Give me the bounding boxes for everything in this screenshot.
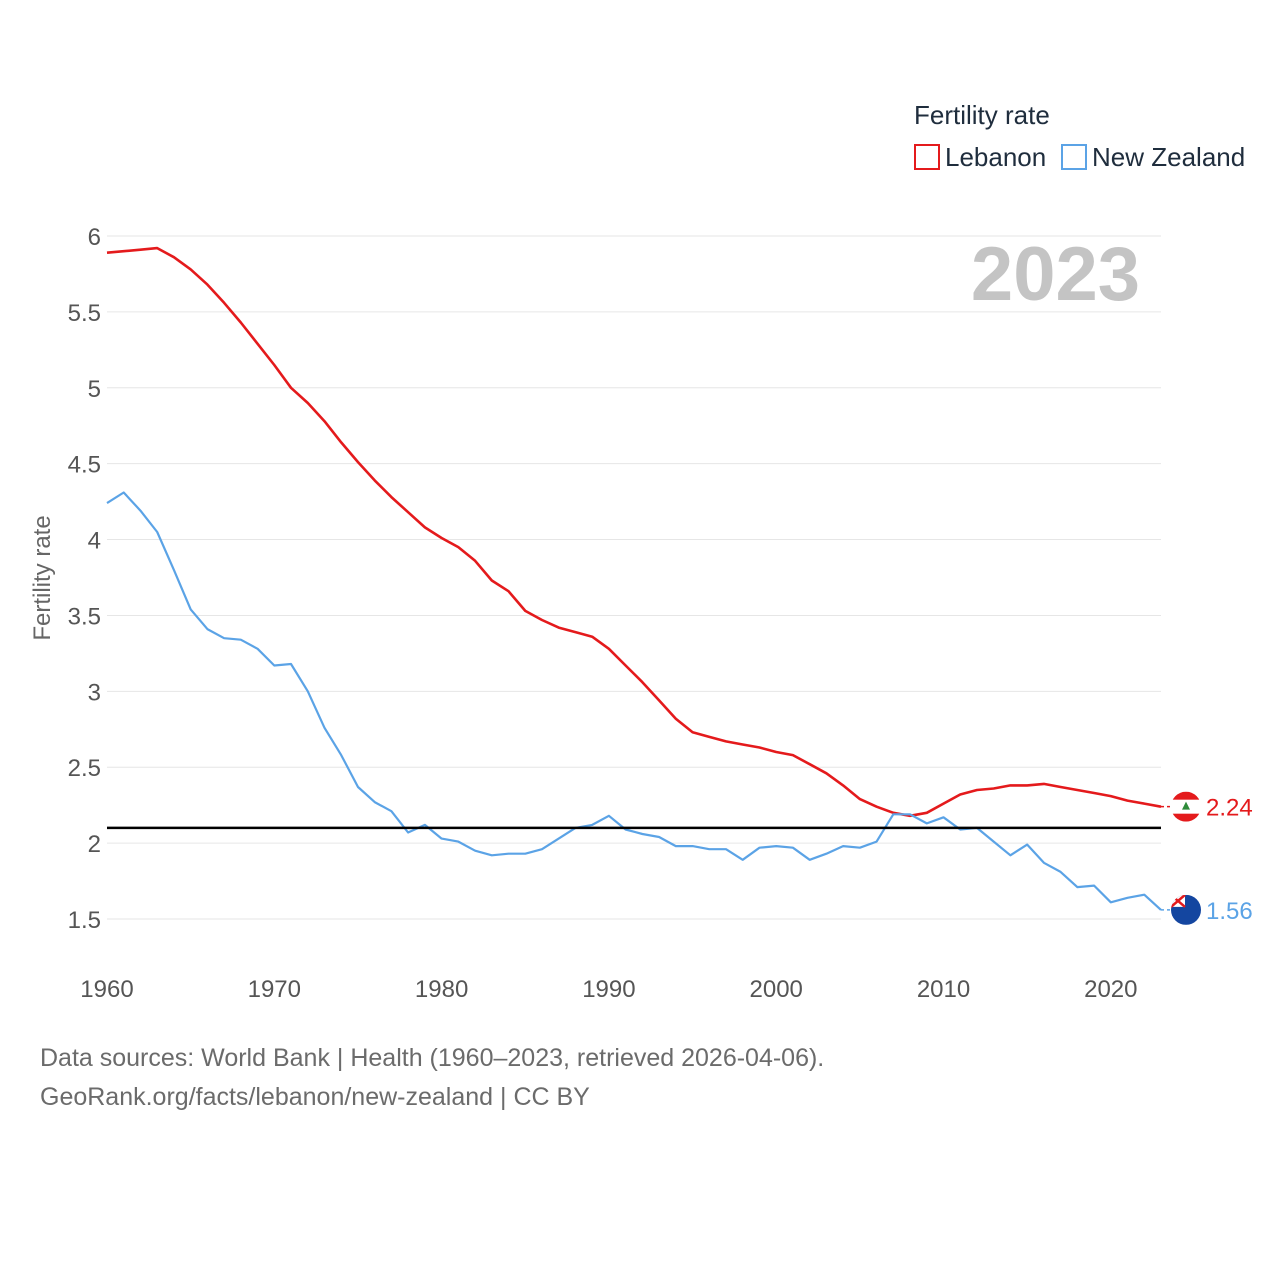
license-line: GeoRank.org/facts/lebanon/new-zealand | … [40,1083,590,1111]
x-tick-label: 2020 [1084,976,1137,1003]
source-line: Data sources: World Bank | Health (1960–… [40,1044,825,1072]
gridlines [107,235,1161,920]
lebanon-flag-icon [1171,791,1201,822]
end-value-label: 2.24 [1206,795,1253,822]
series-line-lebanon[interactable] [106,246,1162,818]
x-tick-label: 1990 [582,976,635,1003]
fertility-chart: Fertility rate Lebanon New Zealand 2023 … [29,100,1253,1003]
y-tick-label: 5.5 [68,300,101,327]
y-tick-label: 3 [88,679,101,706]
x-tick-label: 2010 [917,976,970,1003]
x-tick-label: 2000 [750,976,803,1003]
new-zealand-flag-icon [1171,894,1201,925]
legend-swatch-new-zealand [1061,144,1087,170]
x-tick-label: 1970 [248,976,301,1003]
y-tick-label: 2.5 [68,755,101,782]
series-line-new-zealand[interactable] [106,491,1162,911]
legend-label-lebanon: Lebanon [945,142,1046,172]
y-tick-label: 4.5 [68,452,101,479]
end-value-label: 1.56 [1206,898,1253,925]
y-tick-label: 3.5 [68,603,101,630]
y-tick-label: 4 [88,528,101,555]
y-axis-label: Fertility rate [29,515,56,640]
y-tick-label: 5 [88,376,101,403]
legend-swatch-lebanon [914,144,940,170]
legend-item-new-zealand[interactable]: New Zealand [1061,142,1245,172]
x-tick-label: 1960 [80,976,133,1003]
x-tick-label: 1980 [415,976,468,1003]
legend-title: Fertility rate [914,100,1050,130]
x-axis-ticks: 1960 1970 1980 1990 2000 2010 2020 [80,976,1137,1003]
y-tick-label: 6 [88,224,101,251]
y-axis-ticks: 1.5 2 2.5 3 3.5 4 4.5 5 5.5 6 [68,224,101,934]
legend-item-lebanon[interactable]: Lebanon [914,142,1046,172]
end-markers: 2.24 1.56 [1161,791,1253,925]
y-tick-label: 2 [88,831,101,858]
year-watermark: 2023 [971,232,1140,317]
y-tick-label: 1.5 [68,907,101,934]
legend-label-new-zealand: New Zealand [1092,142,1245,172]
series-lines [106,246,1162,911]
